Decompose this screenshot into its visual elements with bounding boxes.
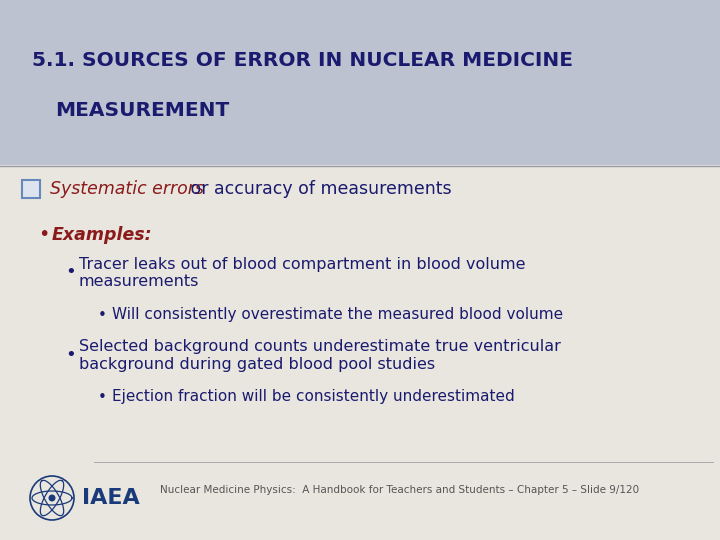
- Text: background during gated blood pool studies: background during gated blood pool studi…: [79, 357, 435, 373]
- Text: Tracer leaks out of blood compartment in blood volume: Tracer leaks out of blood compartment in…: [79, 256, 526, 272]
- Text: IAEA: IAEA: [82, 488, 140, 508]
- Text: •: •: [38, 226, 50, 245]
- Text: or accuracy of measurements: or accuracy of measurements: [185, 180, 451, 198]
- Text: Selected background counts underestimate true ventricular: Selected background counts underestimate…: [79, 340, 561, 354]
- Text: •: •: [98, 307, 107, 322]
- Text: measurements: measurements: [79, 274, 199, 289]
- Text: •: •: [65, 263, 76, 281]
- Bar: [0, 0, 720, 165]
- Text: •: •: [98, 389, 107, 404]
- Text: 5.1. SOURCES OF ERROR IN NUCLEAR MEDICINE: 5.1. SOURCES OF ERROR IN NUCLEAR MEDICIN…: [32, 51, 573, 70]
- Text: •: •: [65, 346, 76, 364]
- FancyBboxPatch shape: [22, 180, 40, 198]
- Text: MEASUREMENT: MEASUREMENT: [55, 100, 229, 119]
- Text: Will consistently overestimate the measured blood volume: Will consistently overestimate the measu…: [112, 307, 563, 322]
- Text: Nuclear Medicine Physics:  A Handbook for Teachers and Students – Chapter 5 – Sl: Nuclear Medicine Physics: A Handbook for…: [161, 485, 639, 495]
- Text: Examples:: Examples:: [52, 226, 153, 244]
- Text: Systematic errors: Systematic errors: [50, 180, 204, 198]
- Text: Ejection fraction will be consistently underestimated: Ejection fraction will be consistently u…: [112, 389, 515, 404]
- Circle shape: [48, 495, 55, 502]
